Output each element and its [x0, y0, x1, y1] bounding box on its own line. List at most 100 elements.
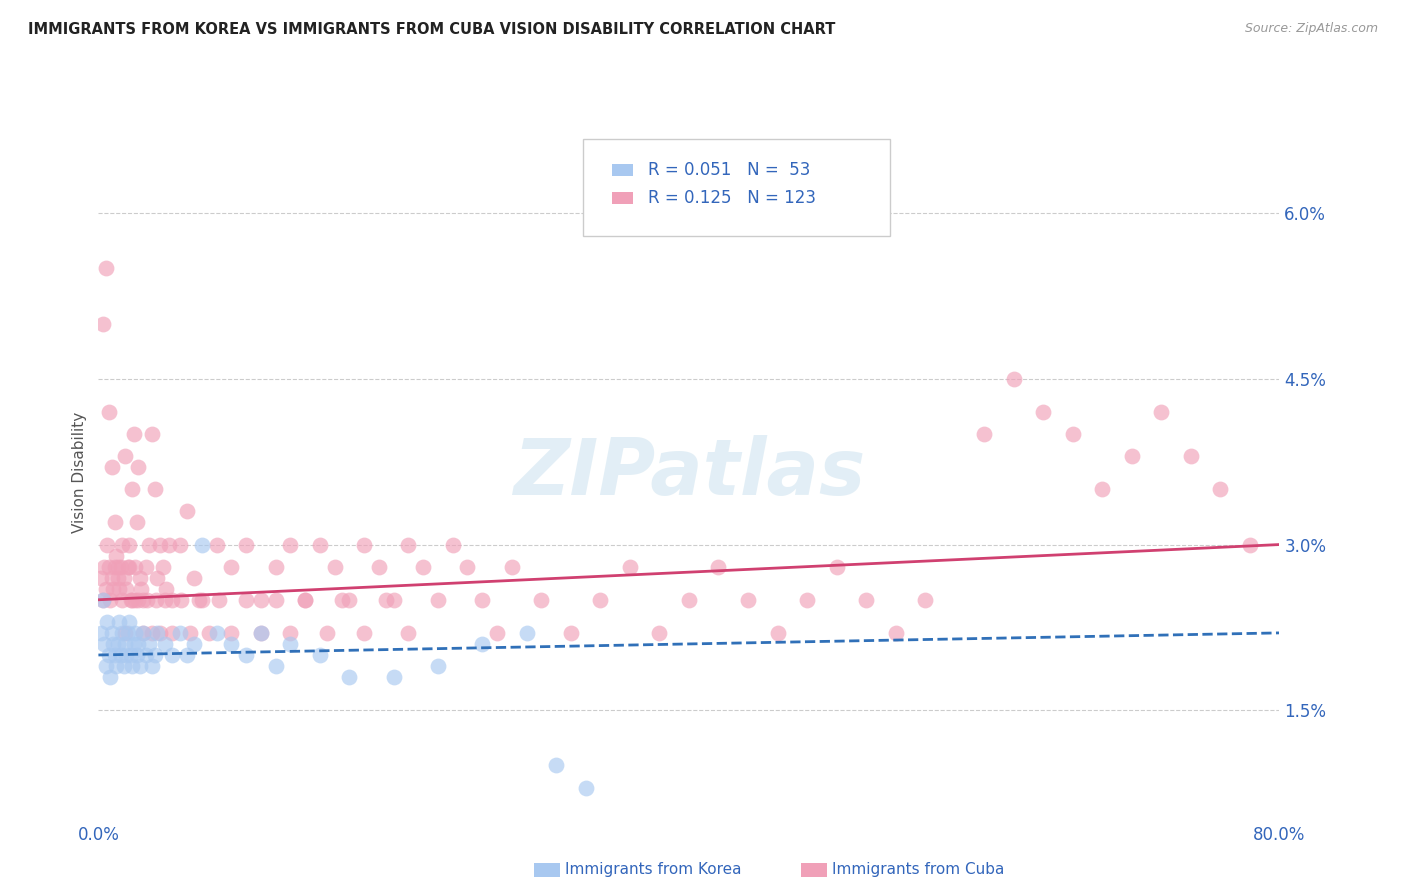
Point	[107, 637, 129, 651]
Point	[515, 626, 537, 640]
Point	[589, 592, 612, 607]
Point	[323, 559, 346, 574]
Point	[368, 559, 391, 574]
Point	[97, 559, 120, 574]
Point	[118, 615, 141, 629]
Point	[825, 559, 848, 574]
Point	[382, 670, 405, 684]
Point	[316, 626, 339, 640]
Point	[146, 571, 169, 585]
Point	[1002, 372, 1025, 386]
Point	[1062, 427, 1084, 442]
Point	[94, 659, 117, 673]
Point	[648, 626, 671, 640]
Point	[125, 516, 148, 530]
Point	[98, 670, 121, 684]
Point	[396, 626, 419, 640]
FancyBboxPatch shape	[612, 164, 634, 177]
Point	[337, 592, 360, 607]
Point	[170, 592, 193, 607]
Point	[162, 648, 183, 662]
Point	[138, 637, 160, 651]
Point	[1180, 449, 1202, 463]
FancyBboxPatch shape	[612, 192, 634, 204]
Point	[309, 648, 332, 662]
Point	[427, 659, 450, 673]
Point	[107, 571, 129, 585]
Point	[264, 659, 287, 673]
Point	[1032, 405, 1054, 419]
Point	[127, 460, 149, 475]
Point	[96, 537, 118, 551]
Point	[94, 582, 117, 596]
Point	[98, 592, 121, 607]
Point	[353, 537, 375, 551]
Point	[191, 592, 214, 607]
Point	[412, 559, 434, 574]
Point	[191, 537, 214, 551]
Point	[103, 637, 125, 651]
Point	[155, 582, 177, 596]
Point	[294, 592, 316, 607]
Point	[132, 592, 155, 607]
Point	[128, 659, 150, 673]
Point	[219, 626, 242, 640]
Point	[153, 592, 176, 607]
Point	[162, 592, 183, 607]
Point	[97, 648, 120, 662]
Point	[176, 504, 198, 518]
Point	[100, 626, 122, 640]
Point	[1150, 405, 1173, 419]
Point	[157, 537, 180, 551]
Point	[127, 637, 149, 651]
Point	[1209, 483, 1232, 497]
Point	[796, 592, 818, 607]
Point	[121, 592, 143, 607]
Point	[108, 582, 131, 596]
Point	[250, 626, 273, 640]
Point	[114, 449, 136, 463]
Point	[120, 648, 142, 662]
Point	[135, 648, 157, 662]
Point	[100, 571, 122, 585]
Point	[129, 582, 152, 596]
Point	[486, 626, 509, 640]
Point	[104, 516, 127, 530]
Point	[120, 592, 142, 607]
Text: Source: ZipAtlas.com: Source: ZipAtlas.com	[1244, 22, 1378, 36]
Point	[108, 615, 131, 629]
Point	[91, 592, 114, 607]
Point	[100, 460, 122, 475]
Point	[183, 637, 205, 651]
Point	[135, 559, 157, 574]
Point	[118, 559, 141, 574]
Text: Immigrants from Korea: Immigrants from Korea	[565, 863, 742, 877]
Point	[124, 559, 146, 574]
Point	[235, 648, 257, 662]
Point	[560, 626, 582, 640]
Point	[205, 626, 228, 640]
Point	[353, 626, 375, 640]
Point	[501, 559, 523, 574]
Point	[1091, 483, 1114, 497]
Point	[169, 537, 191, 551]
Point	[103, 582, 125, 596]
Point	[219, 559, 242, 574]
Point	[145, 592, 167, 607]
Point	[141, 659, 163, 673]
Point	[678, 592, 700, 607]
Point	[146, 626, 169, 640]
Point	[441, 537, 464, 551]
Point	[117, 626, 139, 640]
Y-axis label: Vision Disability: Vision Disability	[72, 412, 87, 533]
Point	[471, 637, 494, 651]
Point	[456, 559, 478, 574]
Point	[114, 626, 136, 640]
Point	[124, 592, 146, 607]
Point	[110, 648, 132, 662]
Point	[136, 592, 159, 607]
Point	[337, 670, 360, 684]
Point	[118, 537, 141, 551]
Point	[530, 592, 553, 607]
Point	[115, 582, 138, 596]
